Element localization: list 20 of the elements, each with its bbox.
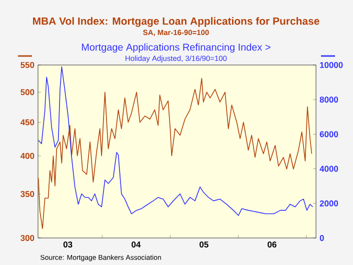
x-tick-label: 05 [200, 242, 208, 248]
y-tick-label: 300 [20, 234, 34, 241]
y2-tick-label: 10000 [320, 62, 343, 68]
x-tick-label: 03 [63, 242, 72, 248]
y2-tick-label: 8000 [320, 96, 338, 103]
line-series [38, 78, 312, 230]
y2-tick-label: 2000 [320, 200, 338, 206]
y2-tick-label: 6000 [320, 131, 338, 138]
x-tick-label: 06 [268, 242, 276, 248]
text: Mortgage Applications Refinancing Index > [82, 43, 270, 53]
y2-tick-label: 0 [320, 235, 324, 241]
y-tick-label: 450 [20, 119, 34, 126]
text: MBA Vol Index: Mortgage Loan Applications for Purchase [33, 17, 320, 27]
x-tick-label: 04 [132, 242, 141, 248]
line-series [38, 66, 314, 216]
y-tick-label: 350 [20, 191, 34, 198]
y-tick-label: 500 [20, 89, 34, 96]
y-tick-label: 550 [20, 62, 34, 68]
y2-tick-label: 4000 [320, 166, 338, 172]
y-tick-label: 400 [20, 152, 34, 159]
